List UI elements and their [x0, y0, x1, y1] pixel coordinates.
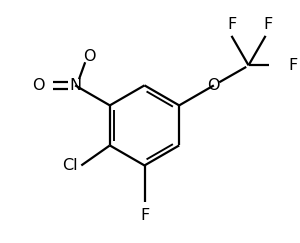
- Text: F: F: [227, 17, 236, 32]
- Text: O: O: [83, 49, 95, 64]
- Text: O: O: [208, 78, 220, 93]
- Text: F: F: [263, 17, 272, 32]
- Text: F: F: [288, 58, 297, 73]
- Text: F: F: [140, 208, 149, 223]
- Text: O: O: [32, 78, 44, 93]
- Text: Cl: Cl: [63, 158, 78, 173]
- Text: N: N: [69, 78, 81, 93]
